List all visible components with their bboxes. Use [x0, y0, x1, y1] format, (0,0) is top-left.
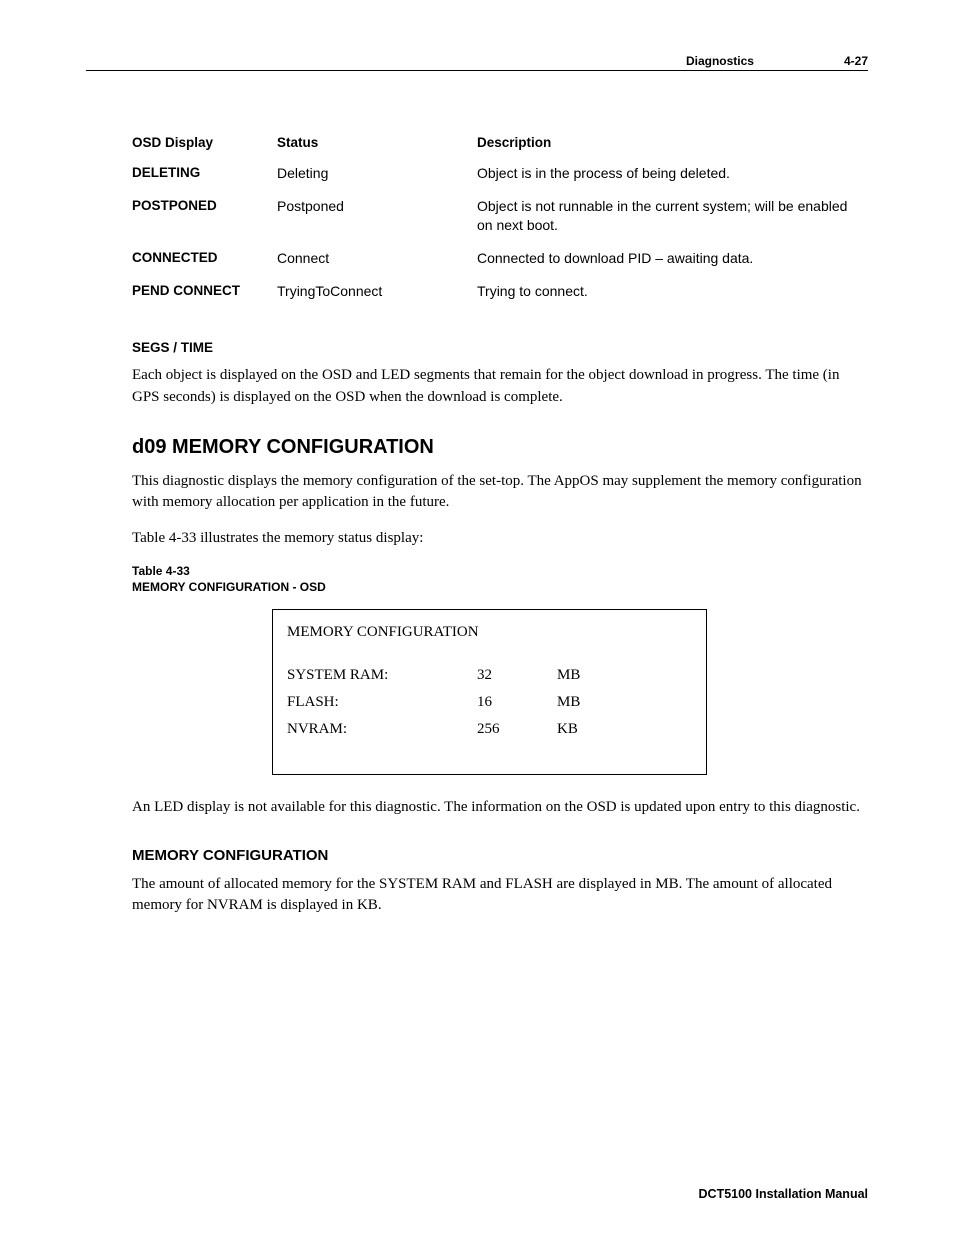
osd-row: NVRAM: 256 KB — [287, 721, 690, 738]
d09-heading: d09 MEMORY CONFIGURATION — [132, 436, 868, 459]
cell-status: Postponed — [277, 193, 477, 245]
osd-value: 16 — [477, 694, 557, 711]
memconf-heading: MEMORY CONFIGURATION — [132, 847, 868, 864]
d09-paragraph: An LED display is not available for this… — [132, 797, 868, 818]
cell-status: Connect — [277, 245, 477, 278]
osd-unit: KB — [557, 721, 578, 738]
footer-manual-title: DCT5100 Installation Manual — [699, 1187, 868, 1201]
osd-label: FLASH: — [287, 694, 477, 711]
segs-time-heading: SEGS / TIME — [132, 340, 868, 355]
segs-time-text: Each object is displayed on the OSD and … — [132, 365, 868, 408]
osd-unit: MB — [557, 667, 580, 684]
table-caption: Table 4-33 MEMORY CONFIGURATION - OSD — [132, 563, 868, 595]
memconf-text: The amount of allocated memory for the S… — [132, 874, 868, 917]
col-header-osd: OSD Display — [132, 131, 277, 160]
col-header-desc: Description — [477, 131, 868, 160]
osd-label: NVRAM: — [287, 721, 477, 738]
header-page-number: 4-27 — [844, 54, 868, 68]
cell-desc: Connected to download PID – awaiting dat… — [477, 245, 868, 278]
table-caption-num: Table 4-33 — [132, 564, 190, 578]
table-row: PEND CONNECT TryingToConnect Trying to c… — [132, 278, 868, 311]
osd-value: 32 — [477, 667, 557, 684]
page: Diagnostics 4-27 OSD Display Status Desc… — [0, 0, 954, 916]
osd-box-title: MEMORY CONFIGURATION — [287, 624, 690, 641]
osd-row: SYSTEM RAM: 32 MB — [287, 667, 690, 684]
cell-desc: Object is not runnable in the current sy… — [477, 193, 868, 245]
memory-config-osd-box: MEMORY CONFIGURATION SYSTEM RAM: 32 MB F… — [272, 609, 707, 775]
col-header-status: Status — [277, 131, 477, 160]
table-row: DELETING Deleting Object is in the proce… — [132, 160, 868, 193]
cell-osd: PEND CONNECT — [132, 278, 277, 311]
cell-status: Deleting — [277, 160, 477, 193]
d09-paragraph: This diagnostic displays the memory conf… — [132, 471, 868, 514]
cell-osd: DELETING — [132, 160, 277, 193]
cell-desc: Object is in the process of being delete… — [477, 160, 868, 193]
cell-osd: POSTPONED — [132, 193, 277, 245]
cell-desc: Trying to connect. — [477, 278, 868, 311]
table-row: POSTPONED Postponed Object is not runnab… — [132, 193, 868, 245]
table-caption-title: MEMORY CONFIGURATION - OSD — [132, 580, 326, 594]
d09-paragraph: Table 4-33 illustrates the memory status… — [132, 528, 868, 549]
osd-unit: MB — [557, 694, 580, 711]
osd-row: FLASH: 16 MB — [287, 694, 690, 711]
table-row: CONNECTED Connect Connected to download … — [132, 245, 868, 278]
osd-label: SYSTEM RAM: — [287, 667, 477, 684]
cell-osd: CONNECTED — [132, 245, 277, 278]
content: OSD Display Status Description DELETING … — [86, 131, 868, 916]
cell-status: TryingToConnect — [277, 278, 477, 311]
osd-value: 256 — [477, 721, 557, 738]
page-header: Diagnostics 4-27 — [86, 54, 868, 71]
table-header-row: OSD Display Status Description — [132, 131, 868, 160]
header-section: Diagnostics — [686, 54, 754, 68]
status-table: OSD Display Status Description DELETING … — [132, 131, 868, 310]
